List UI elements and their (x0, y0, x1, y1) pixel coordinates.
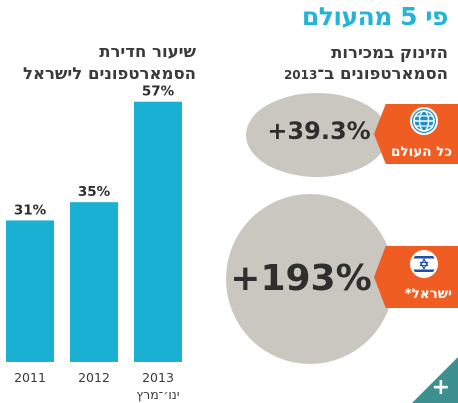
growth-title-line1: הזינוק במכירות (331, 43, 448, 62)
world-bubble (246, 93, 388, 177)
israel-value: +193% (230, 258, 372, 299)
growth-title-year: 2013 (283, 68, 318, 82)
category-label: 2013 (142, 370, 174, 385)
growth-title-line2: הסמארטפונים ב־2013 (284, 63, 448, 86)
bar-value-label: 31% (14, 202, 47, 218)
globe-icon (410, 107, 438, 135)
bar-2012 (70, 202, 118, 362)
israel-label: ישראל* (404, 286, 452, 302)
growth-title-text: הסמארטפונים ב־ (317, 64, 448, 83)
more-button[interactable] (412, 357, 458, 403)
bar-value-label: 35% (78, 184, 111, 200)
israel-flag-icon (410, 250, 438, 278)
world-label: כל העולם (391, 144, 452, 160)
chart-title: שיעור חדירת הסמארטפונים לישראל (6, 41, 196, 85)
category-label: 2012 (78, 370, 110, 385)
israel-tag: ישראל* (374, 246, 458, 308)
world-value: +39.3% (267, 117, 371, 145)
chart-title-line1: שיעור חדירת (99, 42, 196, 61)
bar-2011 (6, 220, 54, 362)
world-tag: כל העולם (374, 104, 458, 164)
category-sublabel: ינו׳־מרץ (136, 387, 179, 402)
category-label: 2011 (14, 370, 46, 385)
bar-value-label: 57% (142, 84, 175, 100)
page-title: פי 5 מהעולם (301, 2, 449, 31)
israel-bubble (226, 194, 394, 364)
bar-2013 (134, 101, 182, 362)
chart-title-line2: הסמארטפונים לישראל (22, 64, 196, 83)
plus-icon[interactable]: + (431, 375, 450, 400)
